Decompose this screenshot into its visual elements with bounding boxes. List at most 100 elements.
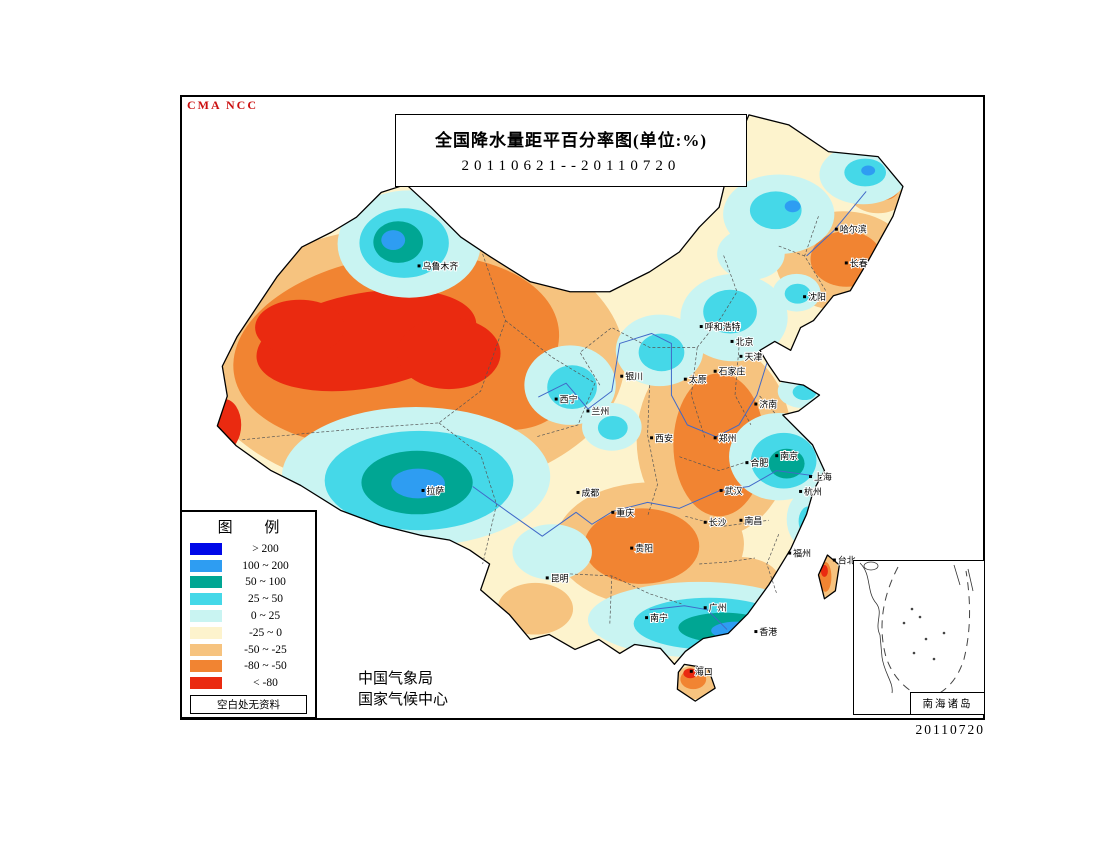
svg-text:武汉: 武汉 — [725, 485, 743, 496]
legend-item: -80 ~ -50 — [190, 659, 309, 673]
svg-text:合肥: 合肥 — [750, 457, 768, 468]
legend-item: > 200 — [190, 542, 309, 556]
city-marker: 兰州 — [586, 404, 610, 417]
city-marker: 广州 — [703, 601, 728, 614]
legend-item: 0 ~ 25 — [190, 609, 309, 623]
svg-text:南宁: 南宁 — [650, 612, 668, 623]
city-marker: 拉萨 — [421, 484, 445, 497]
legend-label: -80 ~ -50 — [244, 660, 287, 673]
legend-items: > 200 100 ~ 200 50 ~ 100 25 ~ 50 0 ~ 25 -25 ~… — [182, 538, 315, 694]
legend-label: 25 ~ 50 — [248, 593, 283, 606]
legend-swatch — [190, 559, 222, 572]
svg-text:沈阳: 沈阳 — [808, 291, 826, 302]
city-marker: 郑州 — [713, 431, 738, 444]
legend-label: -25 ~ 0 — [248, 626, 283, 639]
city-marker: 香港 — [754, 625, 778, 638]
city-marker: 沈阳 — [803, 290, 827, 303]
city-marker: 上海 — [809, 470, 833, 483]
legend-item: < -80 — [190, 676, 309, 690]
svg-text:杭州: 杭州 — [804, 486, 822, 497]
city-marker: 天津 — [739, 351, 763, 363]
svg-text:西宁: 西宁 — [560, 394, 578, 405]
attribution-line2: 国家气候中心 — [358, 692, 449, 708]
legend-footnote: 空白处无资料 — [190, 695, 307, 714]
svg-text:上海: 上海 — [814, 471, 832, 482]
svg-text:兰州: 兰州 — [591, 405, 609, 416]
svg-text:贵阳: 贵阳 — [635, 543, 653, 554]
svg-text:重庆: 重庆 — [616, 507, 634, 518]
city-marker: 银川 — [620, 370, 644, 383]
rivers — [472, 191, 867, 630]
legend-swatch — [190, 593, 222, 606]
svg-text:天津: 天津 — [744, 352, 762, 362]
svg-text:台北: 台北 — [838, 554, 856, 565]
footer-date: 20110720 — [915, 722, 985, 737]
legend-item: 25 ~ 50 — [190, 592, 309, 606]
city-marker: 杭州 — [799, 485, 823, 498]
legend-item: 50 ~ 100 — [190, 575, 309, 589]
city-marker: 西安 — [650, 431, 674, 444]
city-marker: 南京 — [775, 449, 799, 462]
city-marker: 长沙 — [703, 516, 728, 529]
city-marker: 台北 — [832, 554, 857, 566]
attribution: 中国气象局 国家气候中心 — [358, 669, 448, 711]
city-marker: 乌鲁木齐 — [417, 259, 459, 272]
svg-text:乌鲁木齐: 乌鲁木齐 — [423, 260, 459, 271]
legend-swatch — [190, 677, 222, 690]
svg-text:石家庄: 石家庄 — [719, 366, 746, 377]
svg-text:郑州: 郑州 — [719, 432, 737, 443]
legend-swatch — [190, 660, 222, 673]
city-marker: 南宁 — [645, 611, 669, 624]
legend-swatch — [190, 626, 222, 639]
legend-label: 50 ~ 100 — [245, 576, 286, 589]
south-china-sea-inset: 南海诸岛 — [853, 560, 985, 715]
svg-text:哈尔滨: 哈尔滨 — [840, 224, 867, 235]
city-marker: 重庆 — [611, 506, 635, 519]
city-marker: 南昌 — [739, 514, 763, 527]
national-boundary — [216, 114, 904, 702]
inset-map — [859, 561, 974, 700]
svg-text:拉萨: 拉萨 — [427, 485, 445, 496]
city-marker: 长春 — [844, 256, 869, 269]
legend-item: -50 ~ -25 — [190, 643, 309, 657]
city-marker: 西宁 — [554, 393, 579, 406]
svg-text:太原: 太原 — [689, 374, 707, 385]
island-bands — [673, 556, 840, 700]
inset-label: 南海诸岛 — [910, 692, 985, 715]
province-boundaries — [242, 216, 827, 624]
svg-text:广州: 广州 — [709, 602, 727, 613]
svg-text:昆明: 昆明 — [551, 573, 569, 583]
city-marker: 合肥 — [745, 456, 769, 469]
svg-text:济南: 济南 — [759, 399, 777, 410]
city-marker: 哈尔滨 — [834, 223, 868, 236]
legend-label: 100 ~ 200 — [242, 559, 289, 572]
svg-text:福州: 福州 — [793, 548, 811, 559]
legend-swatch — [190, 576, 222, 589]
city-marker: 呼和浩特 — [699, 320, 742, 333]
legend-title: 图 例 — [217, 520, 294, 536]
city-marker: 济南 — [754, 398, 778, 410]
city-marker: 石家庄 — [713, 365, 746, 378]
map-frame: 乌鲁木齐 哈尔滨长春沈阳呼和浩特北京天津石家庄太原济南 银川西宁兰州西安 郑州合肥 南京… — [180, 95, 985, 720]
svg-text:南昌: 南昌 — [744, 515, 762, 526]
city-marker: 贵阳 — [630, 542, 654, 555]
legend-item: -25 ~ 0 — [190, 626, 309, 640]
band-above-200 — [734, 626, 758, 637]
city-marker: 海口 — [689, 665, 714, 678]
svg-text:长沙: 长沙 — [709, 517, 727, 528]
svg-text:银川: 银川 — [625, 371, 643, 382]
map-date-range: 20110621--20110720 — [461, 158, 681, 174]
svg-text:长春: 长春 — [850, 257, 868, 268]
svg-text:南京: 南京 — [780, 450, 798, 461]
legend-label: < -80 — [253, 677, 278, 690]
city-marker: 武汉 — [719, 484, 744, 497]
city-marker: 北京 — [730, 335, 754, 348]
city-marker: 成都 — [576, 486, 600, 499]
map-title-box: 全国降水量距平百分率图(单位:%) 20110621--20110720 — [395, 114, 747, 187]
city-marker: 福州 — [788, 547, 812, 560]
band-below-minus80 — [217, 289, 501, 451]
legend-label: > 200 — [252, 542, 279, 555]
